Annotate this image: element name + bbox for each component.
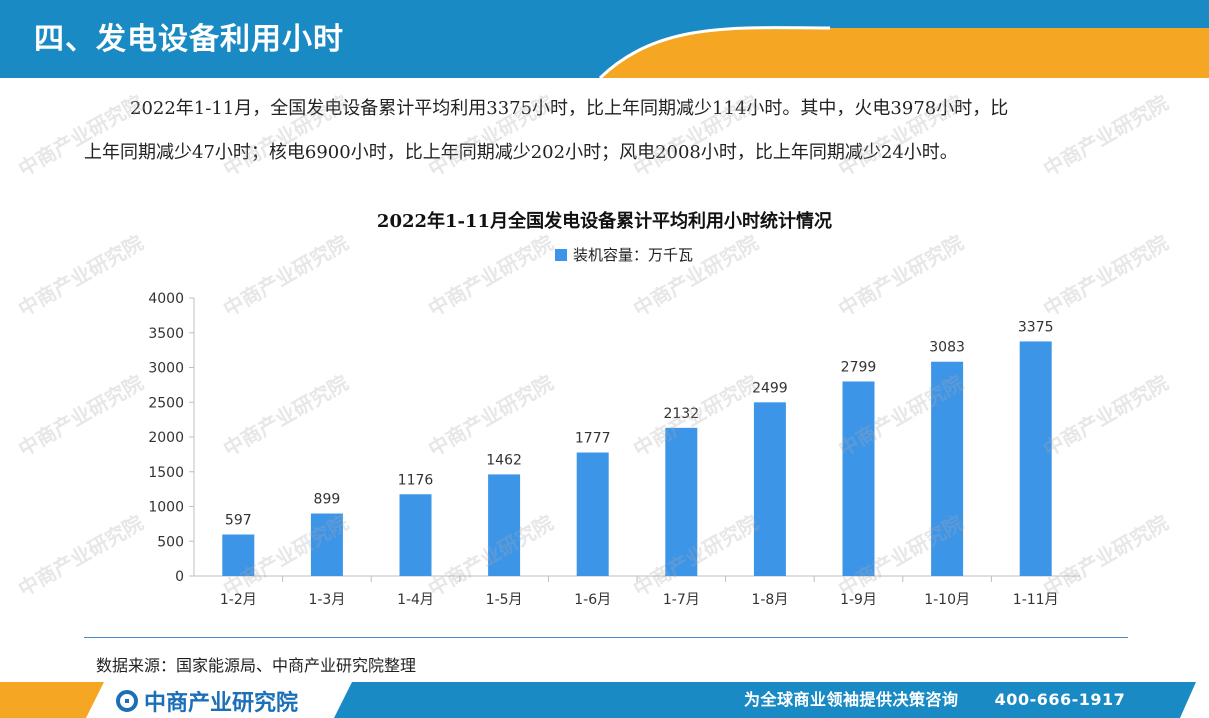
bar <box>399 494 432 576</box>
header-swoosh-decoration <box>598 26 1209 78</box>
x-tick-label: 1-7月 <box>663 592 700 608</box>
company-logo-icon <box>116 690 138 712</box>
bar-data-label: 2499 <box>752 380 788 396</box>
bar-data-label: 2799 <box>841 359 877 375</box>
bar <box>222 534 255 576</box>
bar <box>1019 341 1052 576</box>
bar <box>576 452 609 576</box>
bar-data-label: 1176 <box>398 472 434 488</box>
footer-banner <box>0 682 1209 718</box>
x-tick-label: 1-10月 <box>924 592 970 608</box>
y-tick-label: 500 <box>157 534 184 550</box>
footer-slogan: 为全球商业领袖提供决策咨询 400-666-1917 <box>744 686 1125 710</box>
bar-data-label: 597 <box>225 513 252 529</box>
x-tick-label: 1-4月 <box>397 592 434 608</box>
bar-data-label: 3083 <box>929 340 965 356</box>
bar <box>753 402 786 576</box>
x-tick-label: 1-9月 <box>840 592 877 608</box>
y-tick-label: 2000 <box>148 430 184 446</box>
y-tick-label: 0 <box>175 569 184 585</box>
footer-logo-text: 中商产业研究院 <box>144 691 299 716</box>
bar-data-label: 2132 <box>663 406 699 422</box>
y-tick-label: 3000 <box>148 361 184 377</box>
bar-data-label: 1462 <box>486 452 522 468</box>
bar-data-label: 899 <box>314 492 341 508</box>
x-tick-label: 1-8月 <box>751 592 788 608</box>
header-banner: 四、发电设备利用小时 <box>0 0 1209 78</box>
bar <box>488 474 521 576</box>
slogan-text: 为全球商业领袖提供决策咨询 <box>744 690 959 709</box>
footer-logo: 中商产业研究院 <box>116 685 298 717</box>
source-divider <box>84 637 1128 638</box>
intro-paragraph-line-2: 上年同期减少47小时；核电6900小时，比上年同期减少202小时；风电2008小… <box>84 142 958 163</box>
bar <box>310 513 343 576</box>
data-source-note: 数据来源：国家能源局、中商产业研究院整理 <box>96 656 417 675</box>
chart-legend: 装机容量：万千瓦 <box>555 244 693 265</box>
legend-label: 装机容量：万千瓦 <box>573 246 694 264</box>
bar-data-label: 3375 <box>1018 319 1054 335</box>
y-tick-label: 3500 <box>148 326 184 342</box>
bar <box>931 361 964 576</box>
x-tick-label: 1-3月 <box>308 592 345 608</box>
bar <box>842 381 875 576</box>
page-title: 四、发电设备利用小时 <box>34 22 344 57</box>
y-tick-label: 4000 <box>148 291 184 307</box>
y-tick-label: 1500 <box>148 465 184 481</box>
intro-paragraph-line-1: 2022年1-11月，全国发电设备累计平均利用3375小时，比上年同期减少114… <box>130 98 1009 119</box>
phone-number: 400-666-1917 <box>994 690 1126 709</box>
bar-data-label: 1777 <box>575 430 611 446</box>
x-tick-label: 1-2月 <box>220 592 257 608</box>
x-tick-label: 1-5月 <box>486 592 523 608</box>
y-tick-label: 2500 <box>148 395 184 411</box>
x-tick-label: 1-11月 <box>1013 592 1059 608</box>
legend-swatch <box>555 248 567 261</box>
chart-title: 2022年1-11月全国发电设备累计平均利用小时统计情况 <box>376 211 833 232</box>
y-tick-label: 1000 <box>148 500 184 516</box>
x-tick-label: 1-6月 <box>574 592 611 608</box>
bar <box>665 427 698 576</box>
